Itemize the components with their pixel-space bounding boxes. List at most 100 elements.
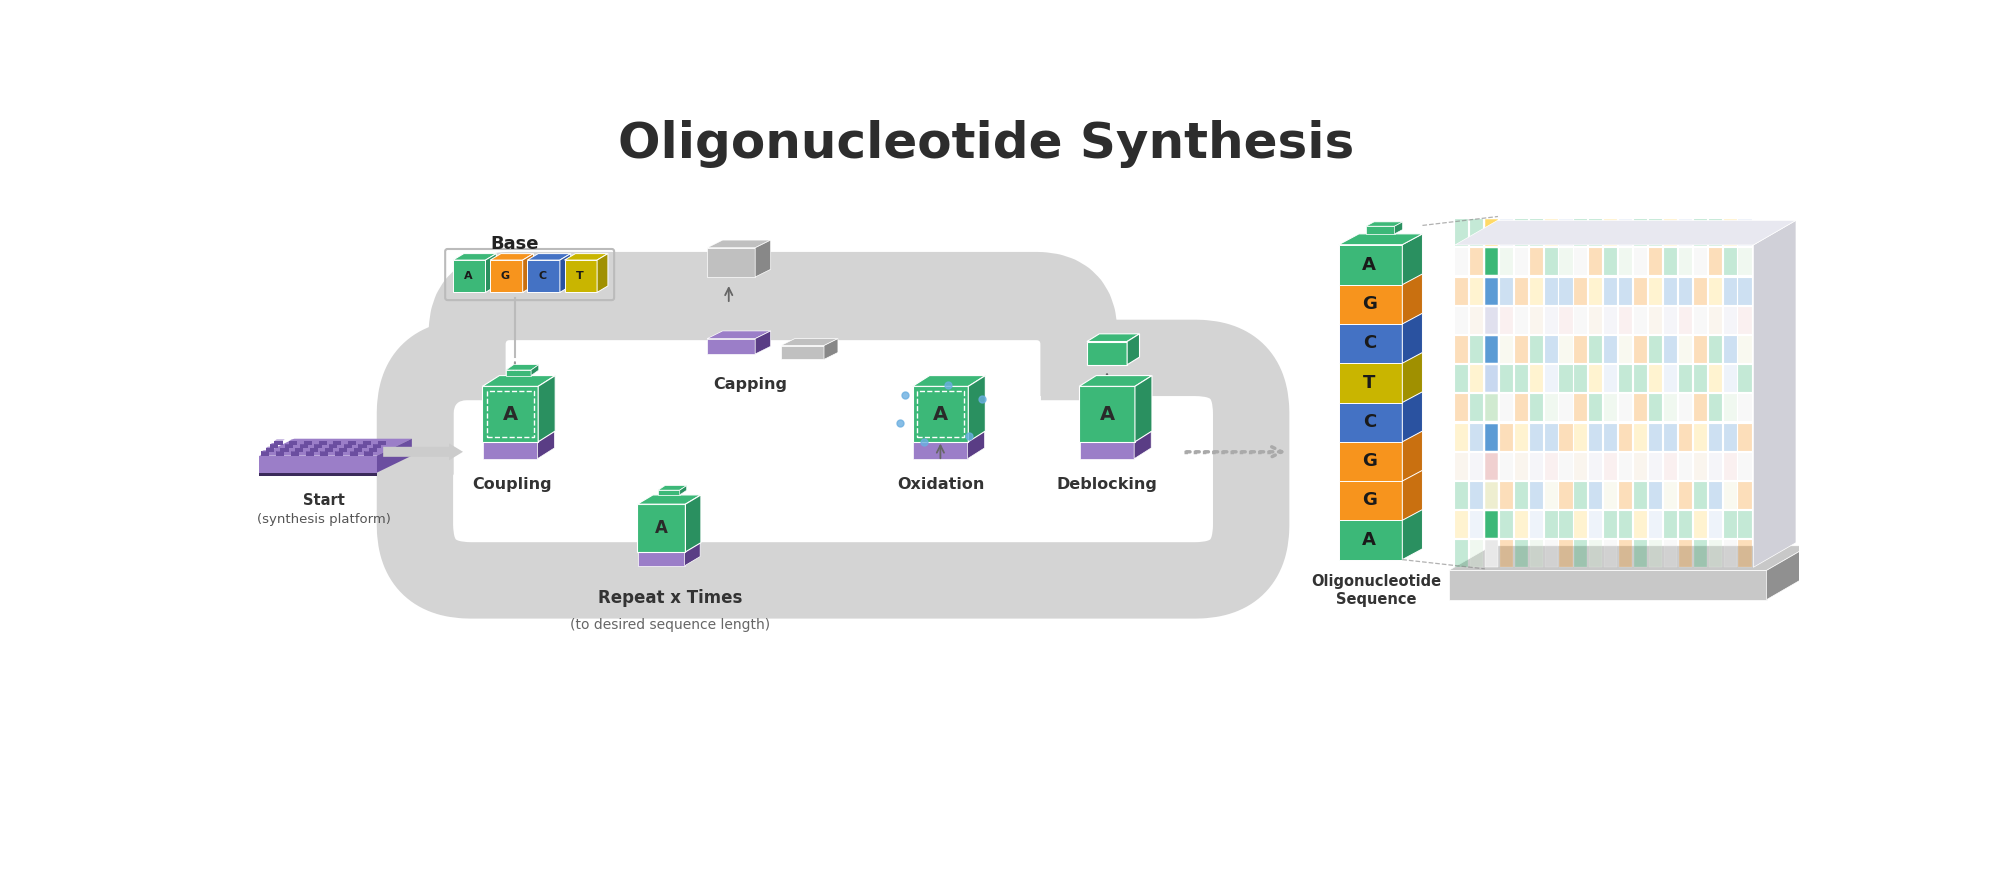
Polygon shape bbox=[276, 452, 284, 455]
Polygon shape bbox=[1588, 453, 1602, 480]
FancyArrow shape bbox=[384, 444, 464, 461]
Polygon shape bbox=[1558, 365, 1572, 392]
Polygon shape bbox=[1514, 307, 1526, 334]
Polygon shape bbox=[1574, 540, 1586, 568]
Polygon shape bbox=[1738, 307, 1750, 334]
Polygon shape bbox=[1722, 453, 1736, 480]
Polygon shape bbox=[1498, 394, 1512, 422]
Text: Capping: Capping bbox=[713, 377, 787, 392]
Polygon shape bbox=[1618, 278, 1632, 305]
Polygon shape bbox=[911, 376, 985, 386]
Polygon shape bbox=[755, 240, 771, 277]
Polygon shape bbox=[1574, 482, 1586, 509]
Polygon shape bbox=[1632, 540, 1646, 568]
Polygon shape bbox=[1678, 511, 1690, 538]
Polygon shape bbox=[1339, 324, 1403, 363]
Polygon shape bbox=[1469, 482, 1483, 509]
Polygon shape bbox=[1722, 394, 1736, 422]
Polygon shape bbox=[527, 254, 571, 260]
Polygon shape bbox=[1662, 394, 1676, 422]
Polygon shape bbox=[1692, 482, 1706, 509]
Polygon shape bbox=[304, 439, 314, 440]
Polygon shape bbox=[679, 485, 687, 495]
Polygon shape bbox=[1498, 336, 1512, 363]
Polygon shape bbox=[1662, 482, 1676, 509]
Polygon shape bbox=[1662, 219, 1676, 246]
Polygon shape bbox=[537, 376, 555, 442]
Polygon shape bbox=[521, 254, 533, 293]
Polygon shape bbox=[1648, 423, 1660, 451]
Polygon shape bbox=[1632, 511, 1646, 538]
Polygon shape bbox=[348, 439, 358, 440]
Polygon shape bbox=[350, 452, 358, 455]
Polygon shape bbox=[1708, 540, 1720, 568]
Polygon shape bbox=[1558, 336, 1572, 363]
Polygon shape bbox=[1738, 278, 1750, 305]
Polygon shape bbox=[1528, 219, 1542, 246]
Polygon shape bbox=[1469, 336, 1483, 363]
Polygon shape bbox=[1602, 219, 1616, 246]
Polygon shape bbox=[597, 254, 607, 293]
Polygon shape bbox=[1618, 482, 1632, 509]
Polygon shape bbox=[1455, 365, 1467, 392]
Polygon shape bbox=[266, 448, 274, 452]
Polygon shape bbox=[685, 495, 701, 552]
Polygon shape bbox=[1544, 482, 1556, 509]
Text: T: T bbox=[1363, 374, 1375, 392]
Polygon shape bbox=[1692, 248, 1706, 275]
Polygon shape bbox=[350, 450, 360, 452]
Polygon shape bbox=[1708, 511, 1720, 538]
Polygon shape bbox=[1618, 453, 1632, 480]
Text: A: A bbox=[1361, 255, 1375, 274]
Polygon shape bbox=[1618, 336, 1632, 363]
Polygon shape bbox=[1485, 453, 1497, 480]
Polygon shape bbox=[486, 254, 496, 293]
Polygon shape bbox=[1648, 278, 1660, 305]
Polygon shape bbox=[1632, 336, 1646, 363]
Polygon shape bbox=[1722, 307, 1736, 334]
Polygon shape bbox=[707, 339, 755, 354]
Polygon shape bbox=[1662, 423, 1676, 451]
Polygon shape bbox=[1339, 520, 1403, 560]
Polygon shape bbox=[1403, 431, 1423, 481]
Polygon shape bbox=[1455, 423, 1467, 451]
Polygon shape bbox=[1602, 365, 1616, 392]
Polygon shape bbox=[911, 386, 967, 442]
Polygon shape bbox=[967, 376, 985, 442]
Polygon shape bbox=[290, 452, 300, 455]
Polygon shape bbox=[1485, 336, 1497, 363]
Polygon shape bbox=[1485, 540, 1497, 568]
Polygon shape bbox=[1588, 511, 1602, 538]
Polygon shape bbox=[310, 446, 320, 448]
Polygon shape bbox=[1588, 278, 1602, 305]
Polygon shape bbox=[318, 440, 326, 445]
Polygon shape bbox=[1339, 234, 1423, 245]
Polygon shape bbox=[1738, 336, 1750, 363]
Polygon shape bbox=[1618, 511, 1632, 538]
Polygon shape bbox=[531, 364, 539, 376]
Polygon shape bbox=[1588, 365, 1602, 392]
Polygon shape bbox=[284, 443, 296, 445]
Polygon shape bbox=[260, 473, 378, 476]
Polygon shape bbox=[1602, 511, 1616, 538]
Polygon shape bbox=[1738, 248, 1750, 275]
Polygon shape bbox=[1632, 365, 1646, 392]
Polygon shape bbox=[280, 446, 290, 448]
Polygon shape bbox=[482, 376, 555, 386]
Polygon shape bbox=[1528, 453, 1542, 480]
Polygon shape bbox=[1133, 431, 1151, 459]
Polygon shape bbox=[1678, 219, 1690, 246]
Polygon shape bbox=[1692, 540, 1706, 568]
Polygon shape bbox=[781, 339, 837, 346]
Polygon shape bbox=[1469, 219, 1483, 246]
Polygon shape bbox=[1662, 336, 1676, 363]
Polygon shape bbox=[1469, 453, 1483, 480]
Polygon shape bbox=[1738, 219, 1750, 246]
Polygon shape bbox=[454, 260, 486, 293]
Polygon shape bbox=[1079, 442, 1133, 459]
Polygon shape bbox=[1602, 394, 1616, 422]
Polygon shape bbox=[1618, 365, 1632, 392]
Polygon shape bbox=[364, 450, 376, 452]
Text: G: G bbox=[501, 271, 509, 281]
Polygon shape bbox=[1738, 423, 1750, 451]
